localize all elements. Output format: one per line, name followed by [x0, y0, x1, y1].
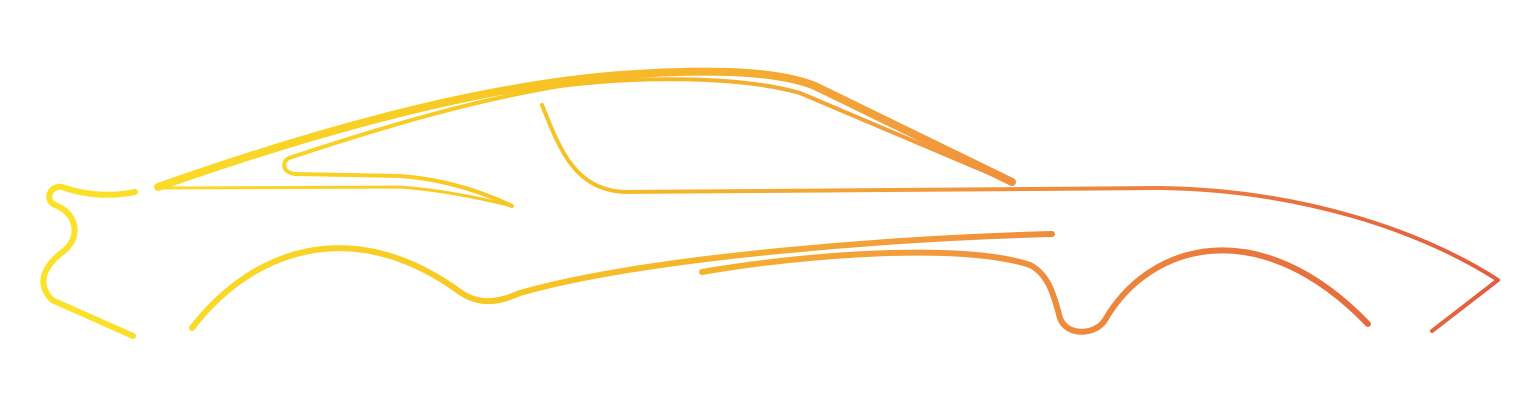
nose-line — [40, 183, 138, 339]
beltline — [540, 103, 1500, 333]
roof-line — [154, 67, 1016, 191]
rear-body-line — [699, 247, 1371, 335]
roof-inner-line — [282, 77, 1012, 208]
front-wheel-arch — [189, 231, 1055, 331]
hood-line — [156, 185, 514, 208]
